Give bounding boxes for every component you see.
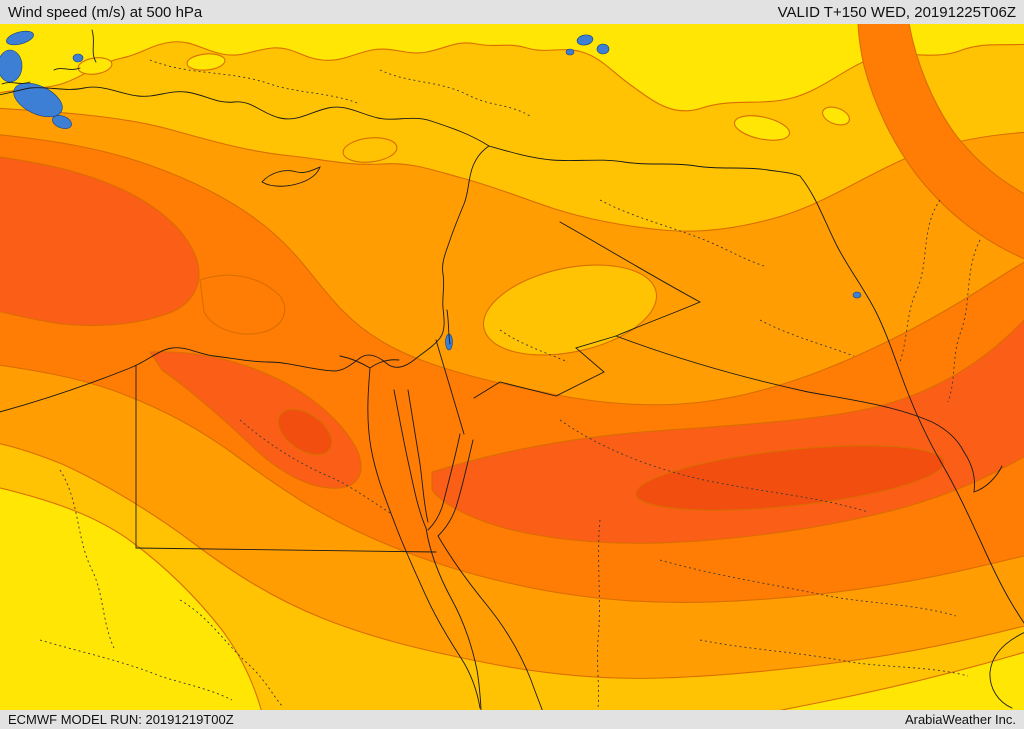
dotted-border xyxy=(179,599,283,707)
gulf-of-suez xyxy=(407,389,429,523)
model-run-label: ECMWF MODEL RUN: 20191219T00Z xyxy=(8,712,234,727)
coastline-mediterranean xyxy=(0,145,490,413)
border-iraq-iran xyxy=(799,175,1024,624)
wind-speed-map xyxy=(0,24,1024,710)
dotted-border xyxy=(759,319,855,357)
dotted-border xyxy=(699,639,969,677)
aegean-sea-patch xyxy=(72,53,84,63)
dotted-border xyxy=(59,469,115,649)
contour-spot-amber xyxy=(342,137,398,163)
brand-label: ArabiaWeather Inc. xyxy=(904,712,1016,727)
dotted-border xyxy=(239,419,393,515)
nile-delta-branch xyxy=(369,359,400,369)
aegean-sea-patch xyxy=(0,49,23,83)
gulf-of-aqaba xyxy=(437,439,474,537)
aegean-sea-patch xyxy=(13,82,63,118)
border-kuwait xyxy=(963,451,1003,493)
contour-spot-yellow xyxy=(733,115,791,141)
border-jordan-saudi xyxy=(473,335,617,399)
nile-river xyxy=(367,367,481,709)
dotted-border xyxy=(596,519,601,709)
contour-band-yellow-southeast xyxy=(778,651,1024,710)
aegean-sea-patch xyxy=(6,30,34,46)
aegean-sea-patch xyxy=(52,115,72,129)
red-sea-coast xyxy=(425,527,482,710)
border-jordan-iraq xyxy=(615,301,701,337)
contour-spot-yellow xyxy=(186,53,226,71)
border-egypt-israel xyxy=(435,339,465,435)
footer-bar: ECMWF MODEL RUN: 20191219T00Z ArabiaWeat… xyxy=(0,710,1024,729)
contour-fills xyxy=(0,24,1024,710)
jordan-river xyxy=(446,309,451,345)
header-bar: Wind speed (m/s) at 500 hPa VALID T+150 … xyxy=(0,0,1024,24)
dotted-border xyxy=(379,69,531,117)
border-turkey-syria xyxy=(488,145,801,177)
small-lake xyxy=(852,291,862,299)
water-bodies xyxy=(0,30,862,351)
dotted-border xyxy=(559,419,869,513)
coastline-aegean xyxy=(53,67,81,71)
turkish-lake xyxy=(576,34,594,46)
map-canvas xyxy=(0,24,1024,710)
cyprus-island xyxy=(261,166,321,187)
turkish-lake xyxy=(596,43,610,55)
gulf-of-suez xyxy=(393,389,427,529)
contour-band-yellow-southwest xyxy=(0,487,262,710)
coastline-anatolia xyxy=(0,86,490,147)
contour-band-deep-orange-northeast xyxy=(857,24,1024,260)
dotted-border xyxy=(499,329,569,363)
dotted-border xyxy=(659,559,957,617)
border-iraq-saudi xyxy=(615,335,965,453)
contour-band-red-west xyxy=(0,156,200,327)
valid-time-label: VALID T+150 WED, 20191225T06Z xyxy=(777,3,1016,21)
nile-delta-branch xyxy=(339,355,371,369)
red-sea-coast xyxy=(437,535,543,710)
contour-pocket-amber-jordan xyxy=(482,264,658,356)
contour-core-dark-red xyxy=(635,445,945,511)
border-egypt-sudan xyxy=(135,547,437,553)
border-syria-iraq xyxy=(559,221,701,303)
dotted-border xyxy=(599,199,765,267)
dotted-borders xyxy=(39,59,981,709)
turkish-lake xyxy=(565,48,575,56)
contour-spot-yellow xyxy=(822,106,850,126)
persian-gulf-coast xyxy=(989,632,1024,709)
contour-line-inner xyxy=(199,274,286,335)
map-title: Wind speed (m/s) at 500 hPa xyxy=(8,3,203,21)
coastline-aegean xyxy=(91,29,97,63)
geography-lines xyxy=(0,29,1024,710)
contour-core-dark-red xyxy=(277,408,333,456)
dotted-border xyxy=(899,199,941,363)
contour-band-red-delta xyxy=(149,351,362,489)
coastline-aegean xyxy=(1,81,31,85)
gulf-of-aqaba xyxy=(427,433,461,531)
contour-band-yellow-north xyxy=(0,24,1024,112)
dotted-border xyxy=(947,239,981,403)
